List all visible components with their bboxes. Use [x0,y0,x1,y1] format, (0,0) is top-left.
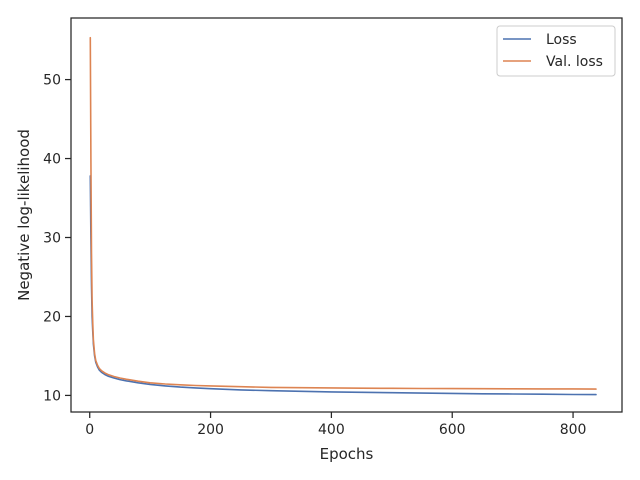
y-tick-label: 50 [43,73,61,89]
x-tick-label: 0 [85,422,94,438]
y-axis: 10 20 30 40 50 [43,73,71,404]
x-tick-label: 200 [197,422,224,438]
legend: Loss Val. loss [496,25,616,77]
legend-label: Loss [546,32,577,48]
x-tick-label: 600 [439,422,466,438]
y-axis-label: Negative log-likelihood [15,129,33,301]
y-tick-label: 10 [43,388,61,404]
axes-frame [70,17,623,413]
series-layer [89,36,597,396]
y-tick-label: 30 [43,231,61,247]
y-tick-label: 40 [43,152,61,168]
x-axis: 0 200 400 600 800 [85,412,586,438]
x-axis-label: Epochs [320,445,374,463]
series-line-val-loss [89,36,597,390]
x-tick-label: 400 [318,422,345,438]
x-tick-label: 800 [560,422,587,438]
y-tick-label: 20 [43,309,61,325]
legend-label: Val. loss [546,54,603,70]
